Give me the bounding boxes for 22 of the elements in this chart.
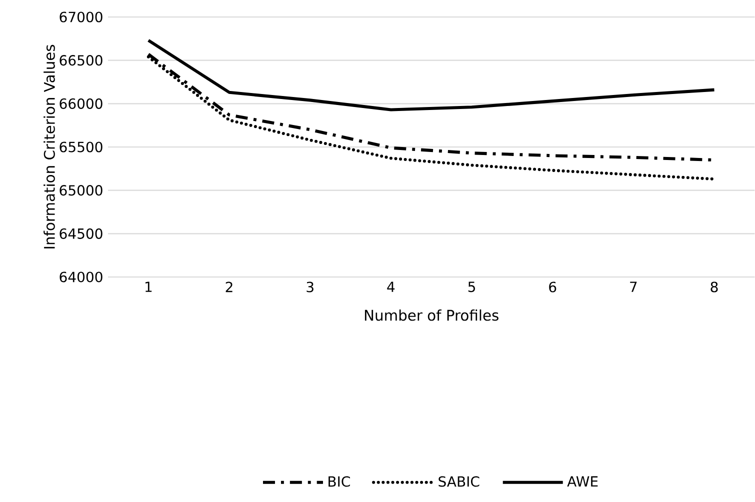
legend-label: SABIC (438, 476, 480, 487)
x-axis-title: Number of Profiles (364, 309, 498, 321)
y-tick-label: 67000 (60, 12, 102, 22)
legend-label: BIC (328, 476, 350, 487)
y-axis-title: Information Criterion Values (44, 44, 55, 248)
x-tick-label: 8 (710, 282, 718, 292)
x-tick-label: 4 (387, 282, 395, 292)
y-tick-label: 64500 (60, 228, 102, 239)
x-tick-label: 6 (549, 282, 556, 292)
line-series (146, 38, 716, 112)
x-tick-label: 1 (146, 282, 152, 292)
y-tick-label: 66500 (60, 55, 102, 66)
x-tick-label: 2 (226, 282, 232, 292)
x-tick-label: 5 (468, 282, 475, 292)
legend-label: AWE (567, 476, 598, 486)
y-tick-label: 66000 (60, 98, 102, 109)
line-series (146, 55, 716, 181)
y-tick-label: 65000 (60, 185, 102, 196)
x-tick-label: 3 (306, 282, 314, 292)
x-tick-label: 7 (630, 282, 637, 292)
y-tick-label: 64000 (60, 272, 102, 282)
y-tick-label: 65500 (60, 142, 102, 152)
